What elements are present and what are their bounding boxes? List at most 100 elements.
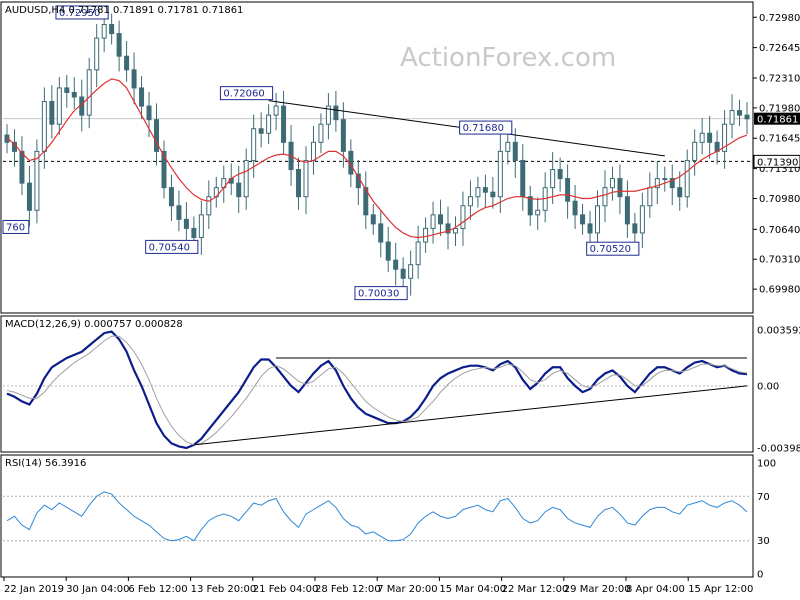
candle-body <box>467 196 473 207</box>
candle-body <box>191 227 197 238</box>
support-level-label: 0.71390 <box>757 157 798 168</box>
price-y-tick: 0.70640 <box>759 225 800 236</box>
price-y-tick: 0.72980 <box>759 13 800 24</box>
candle-body <box>318 123 324 143</box>
candle-body <box>236 182 242 198</box>
candle-body <box>692 141 698 161</box>
candle-body <box>310 141 316 161</box>
x-tick: 15 Apr 12:00 <box>688 584 753 595</box>
x-tick: 15 Mar 04:00 <box>439 584 506 595</box>
candle-body <box>56 87 62 125</box>
price-y-tick: 0.72310 <box>759 73 800 84</box>
candle-body <box>624 196 630 225</box>
candle-body <box>677 187 683 198</box>
price-plot: 0.72950 0.72060 0.71680 0.70540 0.70030 0.705… <box>2 5 751 301</box>
candle-body <box>550 169 556 189</box>
candle-body <box>146 105 152 121</box>
candle-body <box>49 101 55 125</box>
support-level-badge <box>753 154 800 168</box>
candle-body <box>520 159 526 198</box>
price-annotation: 0.71680 <box>463 123 504 134</box>
candle-body <box>707 132 713 143</box>
candle-body <box>281 105 287 143</box>
candle-body <box>497 150 503 198</box>
candle-body <box>124 55 130 71</box>
candle-body <box>647 187 653 207</box>
macd-signal-line <box>6 335 748 446</box>
price-annotation-box <box>586 241 640 256</box>
x-tick: 28 Feb 12:00 <box>315 584 381 595</box>
rsi-y-tick: 0 <box>757 570 763 581</box>
rsi-title: RSI(14) 56.3916 <box>5 458 86 469</box>
candle-body <box>662 178 668 181</box>
moving-average-line <box>6 78 748 239</box>
candle-body <box>325 105 331 125</box>
price-annotation-box <box>145 239 199 254</box>
candle-body <box>639 205 645 234</box>
candle-body <box>26 182 32 211</box>
candle-body <box>408 264 414 279</box>
candle-body <box>161 150 167 189</box>
candle-body <box>527 196 533 216</box>
candle-body <box>587 223 593 234</box>
x-tick: 13 Feb 20:00 <box>191 584 257 595</box>
price-y-tick: 0.71645 <box>759 134 800 145</box>
candle-body <box>153 119 159 152</box>
macd-title: MACD(12,26,9) 0.000757 0.000828 <box>5 319 183 330</box>
price-y-tick: 0.69980 <box>759 285 800 296</box>
candle-body <box>475 187 481 198</box>
candle-body <box>139 87 145 107</box>
candle-body <box>4 134 10 143</box>
price-annotation-box <box>354 286 408 301</box>
candle-body <box>243 159 249 198</box>
candle-body <box>490 191 496 198</box>
price-y-tick: 0.71980 <box>759 103 800 114</box>
price-annotation: 0.72950 <box>59 8 100 19</box>
candle-body <box>572 200 578 216</box>
candle-body <box>385 241 391 261</box>
price-y-tick: 0.72645 <box>759 43 800 54</box>
candle-body <box>602 187 608 207</box>
candle-body <box>168 187 174 207</box>
rsi-plot <box>3 491 751 542</box>
price-y-tick: 0.70980 <box>759 194 800 205</box>
rsi-y-tick: 100 <box>757 459 776 470</box>
price-annotation-box <box>2 219 30 234</box>
x-tick: 29 Mar 20:00 <box>564 584 631 595</box>
macd-panel-frame <box>0 315 754 453</box>
candle-body <box>198 214 204 238</box>
candle-body <box>744 114 750 120</box>
candle-body <box>94 37 100 71</box>
macd-plot <box>3 330 751 450</box>
candle-body <box>258 128 264 134</box>
candle-body <box>340 119 346 152</box>
macd-y-tick: -0.003986 <box>757 443 800 454</box>
candle-body <box>737 110 743 116</box>
candle-body <box>333 105 339 121</box>
candle-body <box>370 214 376 225</box>
candle-body <box>34 150 40 211</box>
candle-body <box>41 101 47 152</box>
price-annotation: 760 <box>6 222 25 233</box>
price-title: AUDUSD,H4 0.71781 0.71891 0.71781 0.7186… <box>5 5 243 16</box>
macd-line <box>6 330 748 450</box>
rsi-y-tick: 30 <box>757 536 770 547</box>
candle-body <box>617 178 623 198</box>
candle-body <box>580 214 586 225</box>
candle-body <box>116 33 122 57</box>
candle-body <box>609 178 615 189</box>
candle-body <box>64 87 70 93</box>
x-tick: 6 Feb 12:00 <box>128 584 187 595</box>
price-y-tick: 0.71310 <box>759 164 800 175</box>
price-annotation-box <box>219 86 274 101</box>
candle-body <box>176 205 182 220</box>
candle-body <box>86 69 92 116</box>
candle-body <box>699 132 705 143</box>
price-panel-frame <box>0 1 754 314</box>
candle-body <box>378 223 384 243</box>
macd-y-tick: 0.00 <box>757 381 779 392</box>
current-price-label: 0.71861 <box>757 115 798 126</box>
watermark: ActionForex.com <box>400 43 616 73</box>
candle-body <box>452 227 458 234</box>
